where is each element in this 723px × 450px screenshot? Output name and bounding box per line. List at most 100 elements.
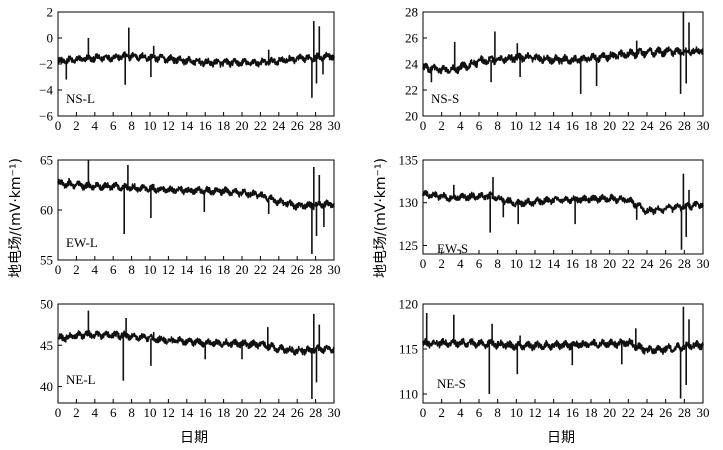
y-tick-label: 20	[405, 109, 418, 124]
x-tick-label: 24	[272, 118, 286, 133]
x-tick-label: 0	[55, 405, 62, 420]
x-tick-label: 20	[603, 256, 616, 271]
y-tick-label: 2	[47, 5, 54, 20]
x-tick-label: 22	[254, 118, 267, 133]
plot-frame	[57, 159, 335, 261]
x-tick-label: 14	[547, 256, 561, 271]
y-tick-label: 55	[40, 253, 53, 268]
y-tick-label: −6	[39, 109, 53, 124]
x-tick-label: 26	[659, 405, 673, 420]
plot-frame	[57, 303, 335, 404]
x-tick-label: 8	[128, 405, 135, 420]
x-tick-label: 12	[162, 118, 175, 133]
y-tick-label: 45	[40, 338, 53, 353]
y-tick-label: 65	[40, 153, 53, 168]
y-tick-label: 0	[47, 31, 54, 46]
panel-ns-s: 0 2 4 6 8 10 12 14 16 18 20 22 24 26 28 302022242628NS-…	[405, 5, 710, 134]
y-tick-label: 60	[40, 203, 53, 218]
x-tick-label: 14	[180, 262, 194, 277]
y-tick-label: −2	[39, 57, 53, 72]
x-tick-label: 22	[622, 118, 635, 133]
x-tick-label: 0	[55, 118, 62, 133]
x-tick-label: 10	[510, 256, 523, 271]
x-tick-label: 6	[110, 405, 117, 420]
x-tick-label: 20	[236, 262, 249, 277]
x-tick-label: 30	[697, 256, 710, 271]
x-tick-label: 4	[92, 118, 99, 133]
x-tick-label: 28	[309, 118, 322, 133]
x-tick-label: 18	[585, 256, 598, 271]
x-tick-label: 24	[641, 256, 655, 271]
y-tick-label: 110	[399, 387, 418, 402]
panel-label: NE-S	[437, 376, 466, 391]
x-tick-label: 24	[272, 262, 286, 277]
x-tick-label: 8	[494, 118, 501, 133]
x-tick-label: 22	[254, 262, 267, 277]
x-tick-label: 4	[457, 256, 464, 271]
x-tick-label: 18	[217, 262, 230, 277]
panel-label: NS-L	[66, 91, 95, 106]
x-tick-label: 28	[309, 262, 322, 277]
x-tick-label: 10	[144, 118, 157, 133]
y-tick-label: 135	[399, 153, 419, 168]
signal-trace	[422, 337, 704, 355]
x-tick-label: 6	[476, 405, 483, 420]
x-tick-label: 12	[529, 405, 542, 420]
x-tick-label: 4	[457, 118, 464, 133]
x-tick-label: 26	[291, 405, 305, 420]
x-tick-label: 4	[457, 405, 464, 420]
y-tick-label: −4	[39, 83, 53, 98]
x-tick-label: 14	[180, 118, 194, 133]
panel-label: NE-L	[66, 372, 96, 387]
x-tick-label: 16	[566, 405, 580, 420]
x-tick-label: 28	[309, 405, 322, 420]
x-tick-label: 18	[217, 405, 230, 420]
x-tick-label: 14	[547, 118, 561, 133]
y-tick-label: 22	[405, 83, 418, 98]
x-tick-label: 30	[328, 405, 341, 420]
panels: 0 2 4 6 8 10 12 14 16 18 20 22 24 26 28 30−6−4−202NS-L0…	[39, 5, 709, 421]
y-axis-title-right: 地电场/(mV·km⁻¹)	[373, 158, 389, 278]
x-tick-label: 30	[697, 405, 710, 420]
x-tick-label: 2	[73, 262, 80, 277]
y-tick-label: 24	[405, 57, 419, 72]
y-tick-label: 125	[399, 238, 419, 253]
signal-trace	[57, 178, 335, 211]
x-tick-label: 2	[438, 405, 445, 420]
x-tick-label: 12	[529, 118, 542, 133]
x-axis-title-left: 日期	[180, 430, 208, 446]
x-tick-label: 2	[73, 405, 80, 420]
signal-trace	[422, 190, 704, 216]
x-tick-label: 10	[510, 405, 523, 420]
x-tick-label: 22	[622, 405, 635, 420]
y-axis-title-left: 地电场/(mV·km⁻¹)	[8, 158, 24, 278]
x-tick-label: 24	[641, 405, 655, 420]
x-tick-label: 10	[144, 262, 157, 277]
x-tick-label: 26	[659, 118, 673, 133]
x-tick-label: 14	[547, 405, 561, 420]
panel-label: EW-L	[66, 235, 98, 250]
plot-frame	[422, 159, 704, 255]
y-tick-label: 130	[399, 195, 419, 210]
y-tick-label: 40	[40, 379, 53, 394]
x-tick-label: 20	[236, 405, 249, 420]
x-tick-label: 26	[291, 262, 305, 277]
panel-label: EW-S	[437, 241, 468, 256]
x-tick-label: 28	[678, 118, 691, 133]
y-tick-label: 50	[40, 297, 53, 312]
x-tick-label: 16	[199, 405, 213, 420]
x-tick-label: 10	[144, 405, 157, 420]
signal-trace	[422, 46, 704, 75]
y-tick-label: 120	[399, 297, 419, 312]
x-tick-label: 8	[128, 118, 135, 133]
x-tick-label: 18	[585, 405, 598, 420]
panel-label: NS-S	[431, 91, 459, 106]
signal-trace	[57, 51, 335, 68]
x-tick-label: 2	[438, 118, 445, 133]
x-tick-label: 22	[254, 405, 267, 420]
x-tick-label: 30	[328, 262, 341, 277]
x-tick-label: 16	[566, 256, 580, 271]
